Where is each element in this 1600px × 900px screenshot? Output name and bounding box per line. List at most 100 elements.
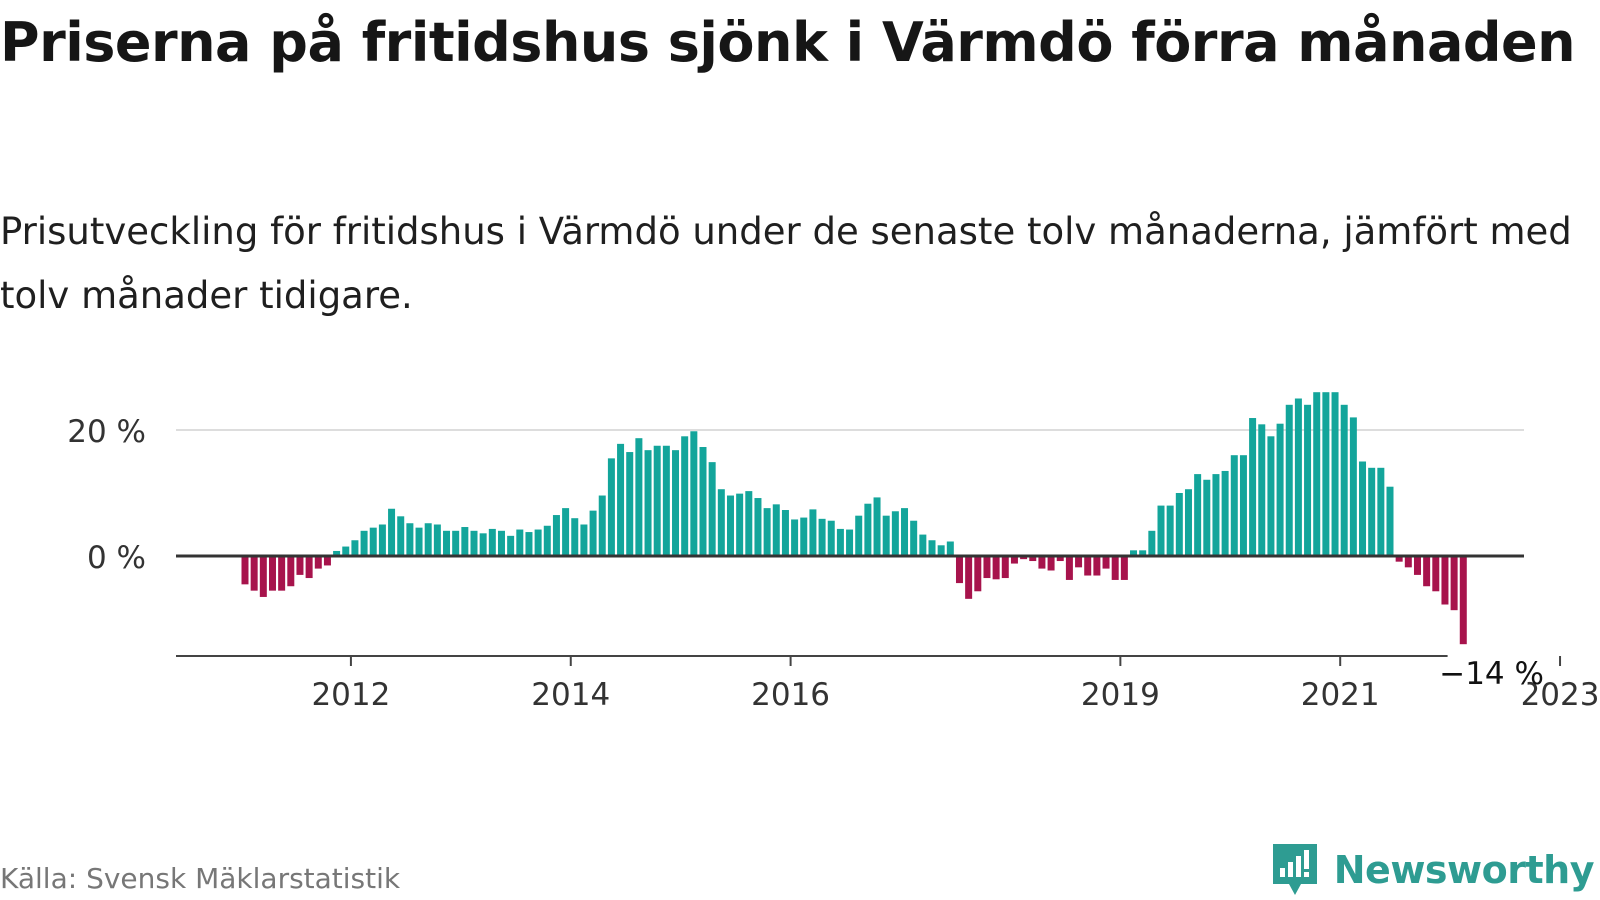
bar <box>571 518 579 556</box>
bar <box>543 525 551 556</box>
bar <box>497 530 505 556</box>
bar <box>644 450 652 556</box>
bar <box>946 541 954 556</box>
bar <box>626 452 634 556</box>
bar <box>827 520 835 556</box>
bar <box>415 527 423 556</box>
x-tick-label: 2021 <box>1301 677 1380 713</box>
bar <box>1404 556 1412 568</box>
bar <box>1377 467 1385 556</box>
bar <box>672 450 680 556</box>
bar <box>937 545 945 556</box>
bar <box>617 443 625 556</box>
bar <box>809 509 817 556</box>
annotation-label: −14 % <box>1439 656 1544 692</box>
bar <box>1285 404 1293 556</box>
bar <box>452 530 460 556</box>
bar <box>791 519 799 556</box>
x-tick-label: 2012 <box>311 677 390 713</box>
bar <box>653 445 661 556</box>
bar <box>928 540 936 556</box>
bar <box>388 508 396 556</box>
source-credit: Källa: Svensk Mäklarstatistik <box>0 862 401 895</box>
bar <box>351 540 359 556</box>
bar <box>699 447 707 556</box>
bar <box>1075 556 1083 568</box>
bar <box>736 493 744 556</box>
bar <box>974 556 982 592</box>
bar <box>873 497 881 556</box>
bar <box>589 510 597 556</box>
annotation: −14 % <box>1439 654 1544 692</box>
bar <box>1038 556 1046 569</box>
bar <box>1267 436 1275 556</box>
bar <box>534 529 542 556</box>
bar <box>268 556 276 591</box>
bar <box>965 556 973 599</box>
bar <box>745 491 753 556</box>
bar <box>1221 470 1229 556</box>
bar <box>1395 556 1403 562</box>
bar <box>1258 424 1266 556</box>
x-tick-label: 2019 <box>1081 677 1160 713</box>
bar <box>360 530 368 556</box>
bar <box>607 458 615 556</box>
bar <box>1441 556 1449 605</box>
bar <box>323 556 331 566</box>
bar <box>919 534 927 556</box>
bar <box>424 523 432 556</box>
bar <box>516 529 524 556</box>
bar <box>1102 556 1110 569</box>
annotation-background <box>1447 654 1528 688</box>
bar <box>1294 398 1302 556</box>
bar <box>1230 455 1238 556</box>
bar <box>772 504 780 556</box>
bar <box>1203 479 1211 556</box>
bar <box>800 517 808 556</box>
bar <box>250 556 258 591</box>
bar <box>1157 505 1165 556</box>
bar <box>580 524 588 556</box>
bar <box>690 431 698 556</box>
bar <box>1111 556 1119 580</box>
bar <box>1413 556 1421 575</box>
bar <box>1239 455 1247 556</box>
bar <box>378 524 386 556</box>
bar <box>1148 530 1156 556</box>
bar <box>259 556 267 597</box>
bar <box>1276 423 1284 556</box>
bar <box>781 510 789 556</box>
bar <box>846 529 854 556</box>
bar <box>1175 493 1183 556</box>
bar <box>1340 404 1348 556</box>
brand-logo[interactable]: Newsworthy <box>1270 842 1595 898</box>
bar <box>1029 556 1037 562</box>
bar <box>983 556 991 579</box>
bar <box>507 535 515 556</box>
bar <box>397 516 405 556</box>
bar <box>1359 461 1367 556</box>
bar <box>461 527 469 556</box>
bar <box>369 527 377 556</box>
bar <box>855 515 863 556</box>
bar <box>1184 489 1192 556</box>
bar <box>754 498 762 556</box>
bar <box>305 556 313 579</box>
bar <box>598 495 606 556</box>
x-tick-label: 2014 <box>531 677 610 713</box>
bar <box>443 530 451 556</box>
x-tick-label: 2023 <box>1521 677 1600 713</box>
bar <box>296 556 304 575</box>
bar <box>662 445 670 556</box>
bar <box>287 556 295 587</box>
bar <box>1386 486 1394 556</box>
bar <box>1093 556 1101 576</box>
bar <box>818 518 826 556</box>
bar <box>1020 556 1028 560</box>
bar <box>552 515 560 556</box>
bar <box>488 528 496 556</box>
bar <box>1450 556 1458 611</box>
bar <box>342 546 350 556</box>
bar <box>333 550 341 556</box>
bar <box>635 438 643 556</box>
